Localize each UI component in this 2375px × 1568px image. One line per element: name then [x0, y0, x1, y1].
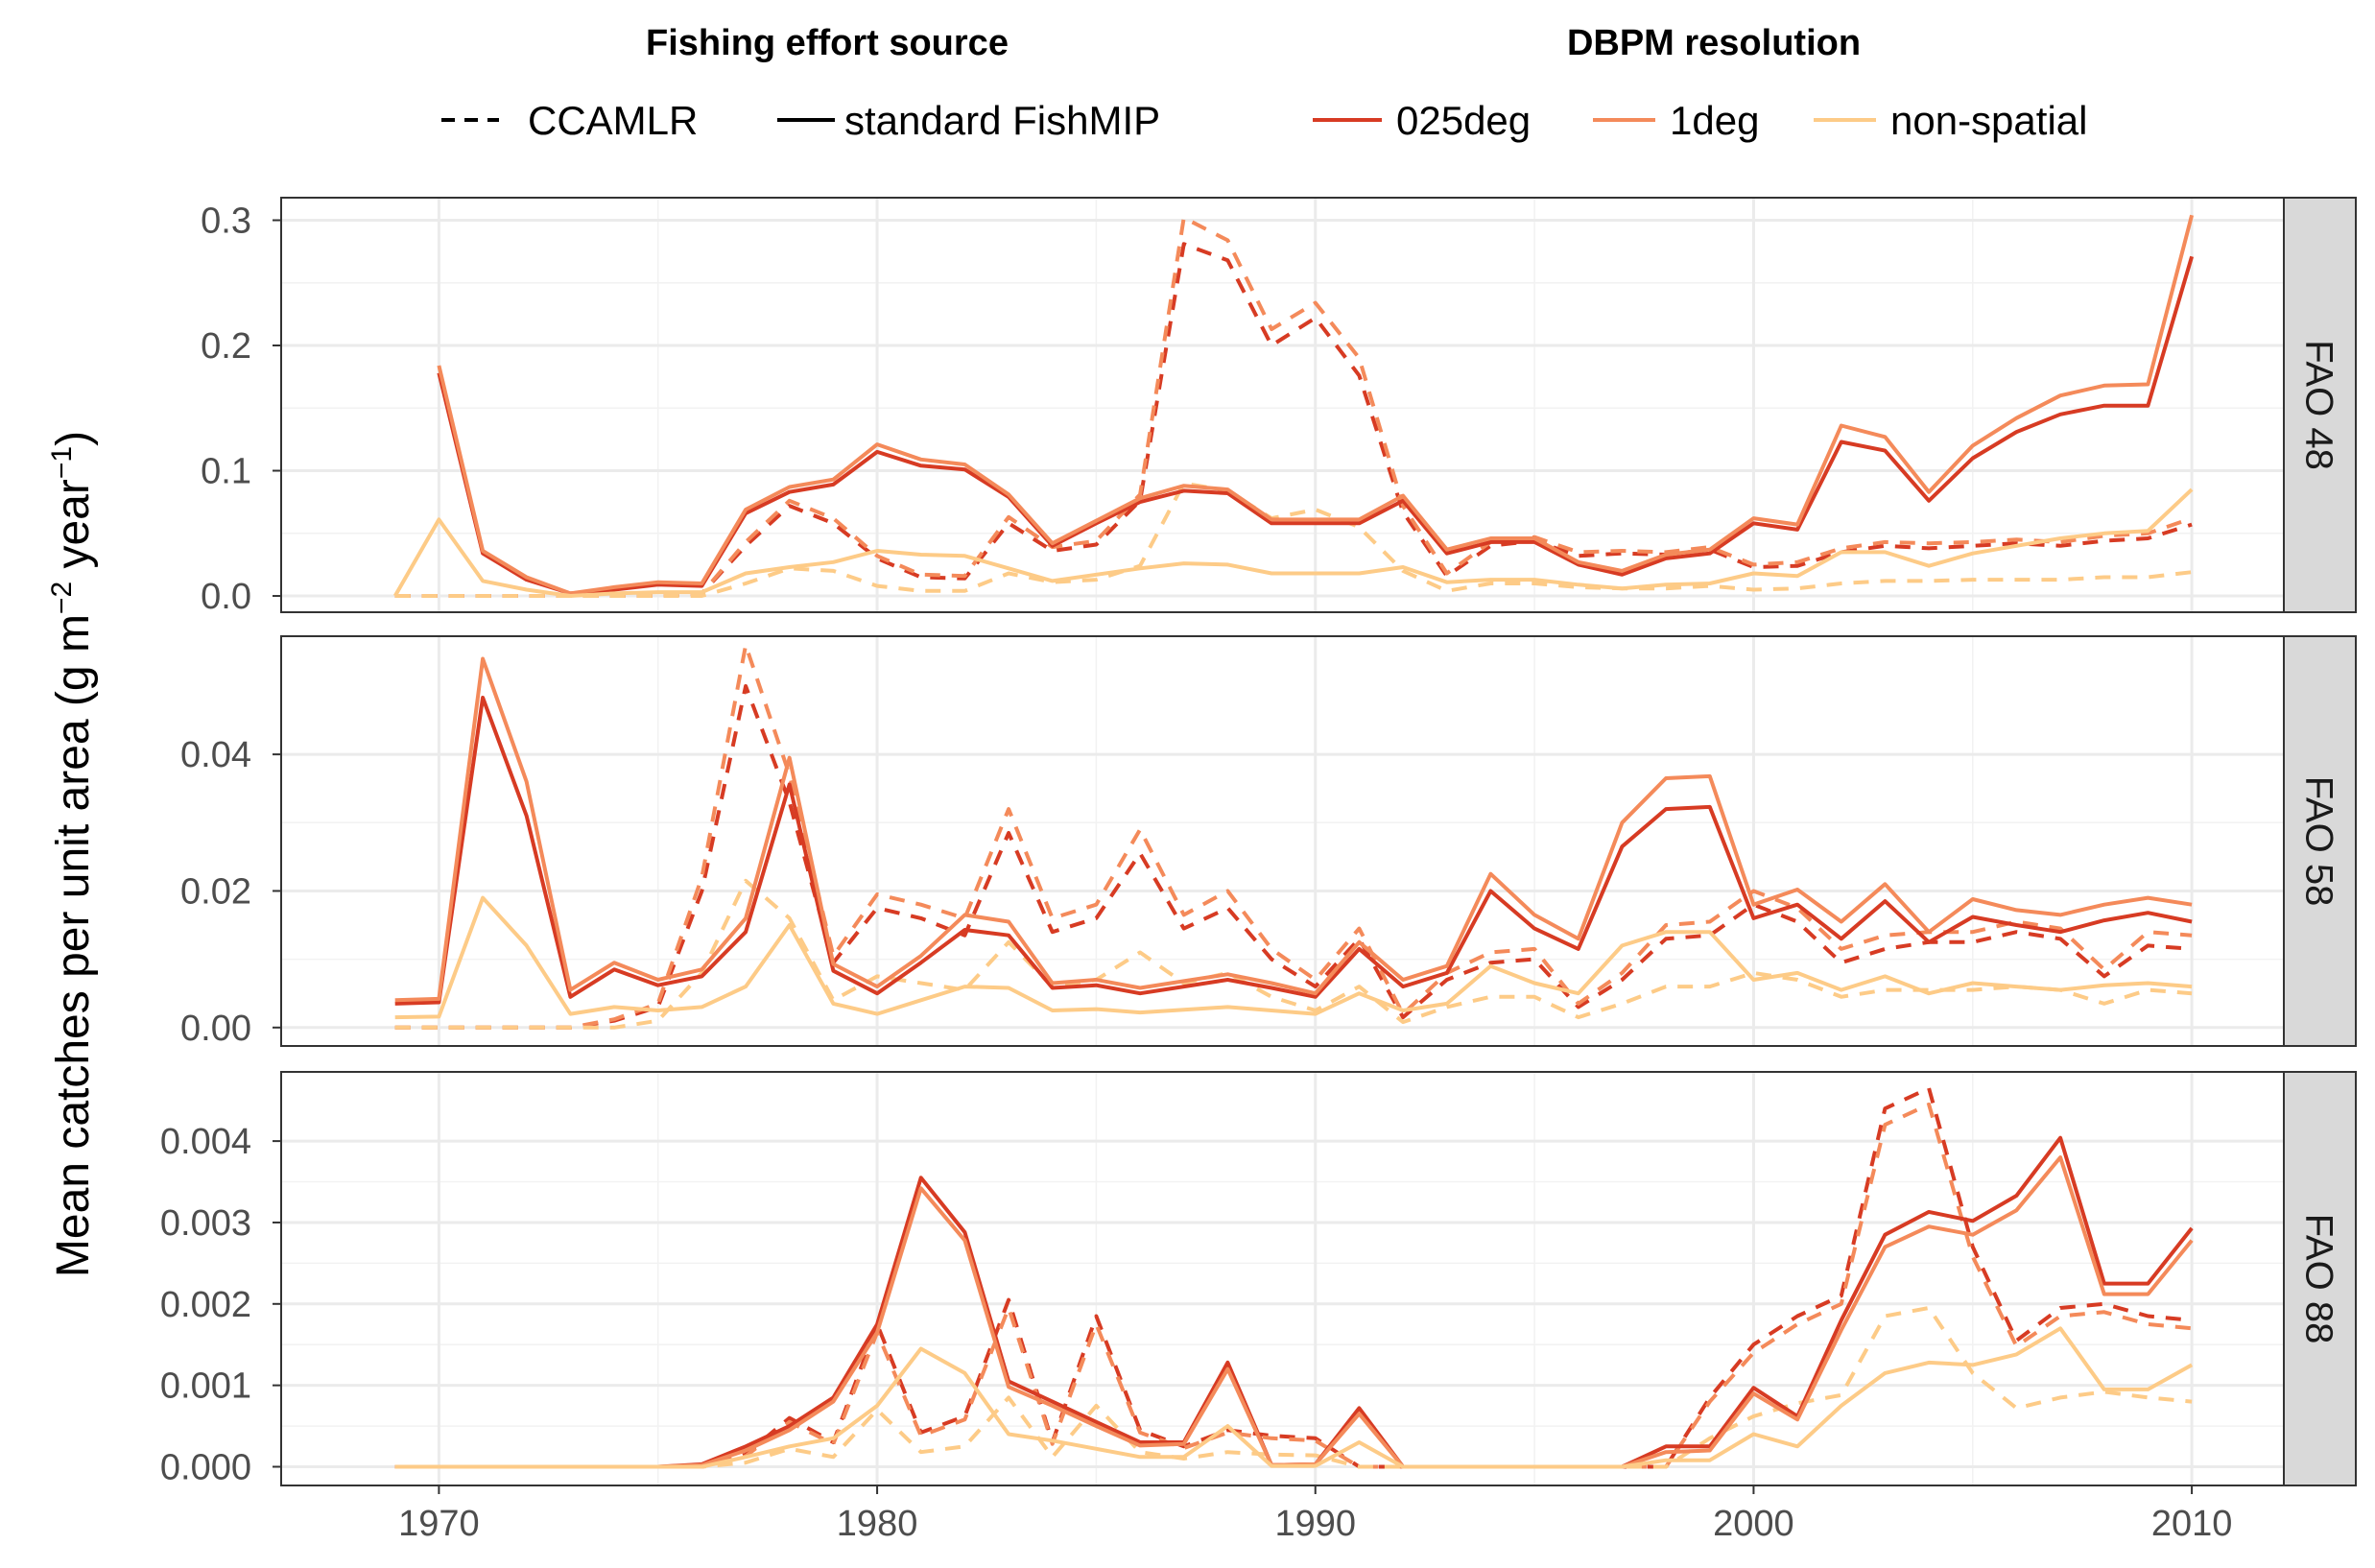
series-1deg-ccamlr	[394, 643, 2193, 1030]
y-axis-label-mid: year	[48, 479, 99, 582]
panel-0: 0.0 0.1 0.2 0.3 FAO 48	[201, 197, 2357, 617]
series-non-spatial-fishmip	[394, 895, 2193, 1020]
legend-effort-ccamlr-label: CCAMLR	[528, 98, 698, 143]
y-tick-label: 0.003	[160, 1203, 251, 1244]
y-tick-label: 0.00	[180, 1009, 251, 1049]
panel-background	[281, 636, 2284, 1046]
series-1deg-fishmip	[394, 656, 2193, 1003]
series-1deg-fishmip	[437, 214, 2195, 596]
facet-strip-label: FAO 58	[2298, 776, 2340, 907]
y-axis-label-sup1: −2	[46, 582, 78, 614]
facet-strip-label: FAO 88	[2298, 1214, 2340, 1344]
y-axis-label: Mean catches per unit area (g m−2 year−1…	[46, 431, 99, 1277]
legend-effort-standard-label: standard FishMIP	[844, 98, 1160, 143]
legend-1deg-label: 1deg	[1670, 98, 1759, 143]
y-tick-label: 0.1	[201, 452, 251, 492]
legend-effort: Fishing effort source CCAMLR standard Fi…	[441, 23, 1160, 143]
x-tick-label: 1990	[1274, 1504, 1356, 1544]
facet-strip-label: FAO 48	[2298, 340, 2340, 470]
y-axis-label-end: )	[48, 431, 99, 446]
legend-025deg-label: 025deg	[1396, 98, 1531, 143]
y-tick-label: 0.3	[201, 201, 251, 241]
panel-background	[281, 1072, 2284, 1485]
legend-resolution: DBPM resolution 025deg 1deg non-spatial	[1313, 23, 2087, 143]
series-non-spatial-fishmip	[394, 1326, 2194, 1469]
facet-strip	[2283, 197, 2357, 613]
y-axis-label-sup2: −1	[46, 446, 78, 479]
panel-2: 0.000 0.001 0.002 0.003 0.004 FAO 88	[160, 1071, 2357, 1487]
y-tick-label: 0.001	[160, 1366, 251, 1407]
facet-strip	[2283, 1071, 2357, 1486]
y-tick-label: 0.002	[160, 1285, 251, 1325]
series-non-spatial-ccamlr	[394, 878, 2193, 1030]
series-025deg-ccamlr	[394, 684, 2193, 1030]
y-tick-label: 0.2	[201, 326, 251, 367]
y-tick-label: 0.000	[160, 1447, 251, 1487]
y-tick-label: 0.04	[180, 735, 251, 775]
x-axis: 1970 1980 1990 2000 2010	[398, 1485, 2232, 1544]
y-tick-label: 0.004	[160, 1122, 251, 1162]
facet-strip	[2283, 635, 2357, 1047]
series-025deg-fishmip	[394, 696, 2193, 1006]
legend-resolution-title: DBPM resolution	[1567, 23, 1861, 63]
series-non-spatial-ccamlr	[394, 481, 2193, 598]
x-tick-label: 2000	[1713, 1504, 1794, 1544]
panel-background	[281, 198, 2284, 612]
legend-effort-title: Fishing effort source	[646, 23, 1009, 63]
y-tick-label: 0.02	[180, 871, 251, 912]
panel-1: 0.00 0.02 0.04 FAO 58	[180, 635, 2357, 1049]
series-non-spatial-fishmip	[392, 487, 2194, 598]
x-tick-label: 2010	[2151, 1504, 2233, 1544]
y-tick-label: 0.0	[201, 577, 251, 617]
legend-nonspatial-label: non-spatial	[1890, 98, 2087, 143]
x-tick-label: 1980	[837, 1504, 918, 1544]
x-tick-label: 1970	[398, 1504, 480, 1544]
